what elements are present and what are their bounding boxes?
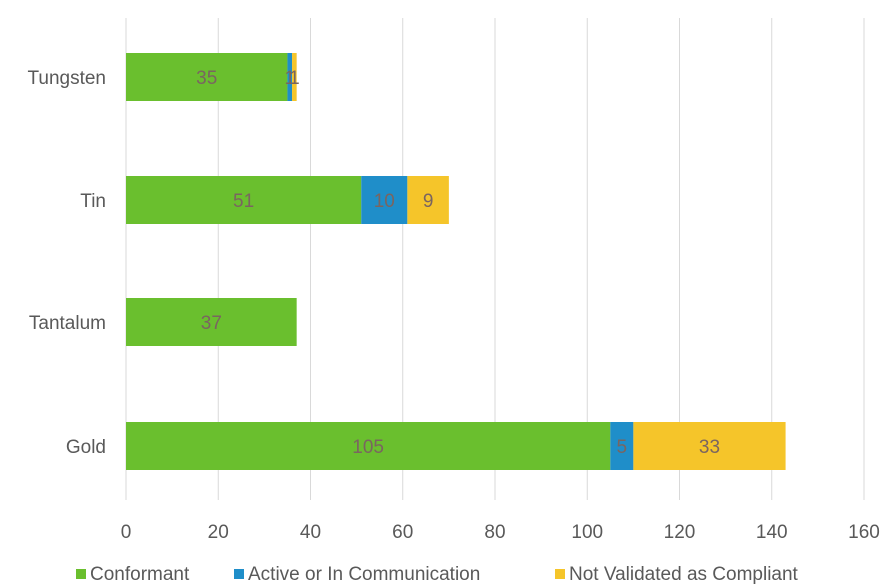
data-label-tungsten-conformant: 35: [196, 68, 217, 89]
bars: [126, 53, 786, 470]
bar-tin-not-validated-as-compliant: [407, 176, 449, 224]
category-axis-labels: Tungsten Tin Tantalum Gold: [27, 68, 106, 458]
x-tick-label: 100: [571, 522, 603, 543]
legend: Conformant Active or In Communication Not …: [76, 564, 799, 585]
bar-tantalum-conformant: [126, 298, 297, 346]
legend-label-active-or-in-communication: Active or In Communication: [248, 564, 480, 585]
x-tick-label: 80: [484, 522, 505, 543]
category-label-tantalum: Tantalum: [29, 313, 106, 334]
x-tick-label: 40: [300, 522, 321, 543]
data-label-tin-active-or-in-communication: 10: [374, 191, 395, 212]
x-tick-label: 120: [664, 522, 696, 543]
legend-swatch-conformant: [76, 569, 86, 579]
data-label-gold-active-or-in-communication: 5: [617, 437, 628, 458]
data-label-gold-not-validated-as-compliant: 33: [699, 437, 720, 458]
legend-label-not-validated-as-compliant: Not Validated as Compliant: [569, 564, 799, 585]
bar-tin-conformant: [126, 176, 362, 224]
bar-tin-active-or-in-communication: [361, 176, 408, 224]
bar-gold-active-or-in-communication: [610, 422, 634, 470]
x-tick-label: 60: [392, 522, 413, 543]
x-tick-label: 140: [756, 522, 788, 543]
data-label-gold-conformant: 105: [352, 437, 384, 458]
bar-tungsten-active-or-in-communication: [287, 53, 293, 101]
bar-gold-conformant: [126, 422, 611, 470]
data-label-tin-not-validated-as-compliant: 9: [423, 191, 434, 212]
legend-swatch-active-or-in-communication: [234, 569, 244, 579]
data-label-tungsten-active-or-in-communication: 1: [284, 68, 295, 89]
value-axis-ticks: 0 20 40 60 80 100 120 140 160: [121, 522, 880, 543]
data-labels: 35 11 51 10 9 37 105 5 33: [196, 68, 720, 458]
legend-swatch-not-validated-as-compliant: [555, 569, 565, 579]
x-tick-label: 20: [208, 522, 229, 543]
category-label-gold: Gold: [66, 437, 106, 458]
data-label-tin-conformant: 51: [233, 191, 254, 212]
category-label-tin: Tin: [80, 191, 106, 212]
bar-tungsten-not-validated-as-compliant: [292, 53, 297, 101]
category-label-tungsten: Tungsten: [27, 68, 106, 89]
data-label-tantalum-conformant: 37: [201, 313, 222, 334]
bar-gold-not-validated-as-compliant: [633, 422, 786, 470]
x-tick-label: 160: [848, 522, 880, 543]
x-tick-label: 0: [121, 522, 132, 543]
legend-label-conformant: Conformant: [90, 564, 190, 585]
bar-tungsten-conformant: [126, 53, 288, 101]
data-label-tungsten-not-validated-as-compliant: 1: [289, 68, 300, 89]
